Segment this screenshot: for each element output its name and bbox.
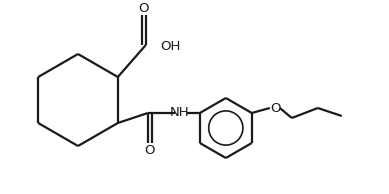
Text: O: O — [270, 101, 281, 114]
Text: NH: NH — [170, 107, 190, 120]
Text: O: O — [145, 144, 155, 157]
Text: OH: OH — [160, 41, 180, 54]
Text: O: O — [138, 3, 149, 16]
